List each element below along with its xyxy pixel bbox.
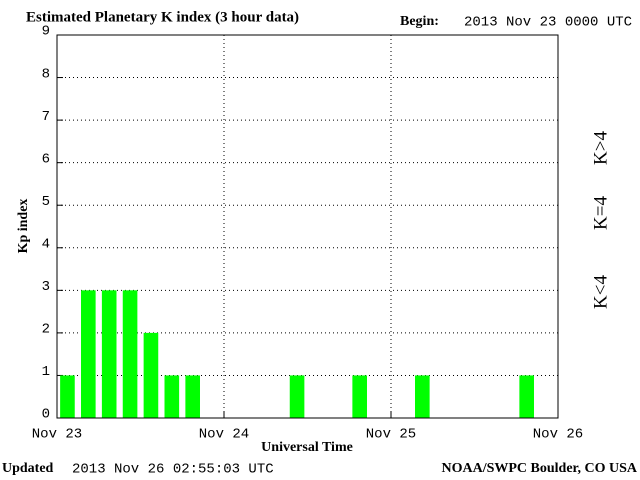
x-tick-label: Nov 26	[533, 427, 583, 443]
plot-frame	[56, 34, 559, 419]
bar	[352, 375, 367, 418]
bar	[122, 290, 138, 418]
y-tick-label: 6	[42, 151, 50, 167]
credit: NOAA/SWPC Boulder, CO USA	[441, 461, 637, 476]
updated-value: 2013 Nov 26 02:55:03 UTC	[72, 462, 274, 478]
legend-entry: K>4	[590, 131, 611, 165]
y-tick-label: 8	[42, 66, 50, 82]
bar	[519, 375, 534, 418]
bar	[289, 375, 305, 418]
y-tick-label: 1	[42, 364, 50, 380]
chart-title: Estimated Planetary K index (3 hour data…	[26, 9, 299, 25]
begin-label: Begin:	[400, 14, 439, 29]
y-tick-label: 0	[42, 407, 50, 423]
begin-value: 2013 Nov 23 0000 UTC	[464, 15, 632, 31]
y-tick-label: 3	[42, 279, 50, 295]
bar	[60, 375, 75, 418]
bar	[164, 375, 180, 418]
x-tick-label: Nov 25	[366, 427, 416, 443]
bar	[81, 290, 96, 418]
bar	[185, 375, 200, 418]
bar	[415, 375, 430, 418]
y-tick-label: 2	[42, 322, 50, 338]
y-tick-label: 9	[42, 24, 50, 40]
x-axis-label: Universal Time	[261, 440, 353, 455]
bar	[143, 332, 159, 418]
x-tick-label: Nov 23	[32, 427, 82, 443]
x-tick-label: Nov 24	[199, 427, 249, 443]
legend-entry: K<4	[590, 275, 611, 309]
y-tick-label: 4	[42, 236, 50, 252]
legend-entry: K=4	[590, 196, 611, 230]
updated-label: Updated	[2, 461, 54, 476]
y-tick-label: 5	[42, 194, 50, 210]
y-tick-label: 7	[42, 109, 50, 125]
bar	[101, 290, 117, 418]
y-axis-label: Kp index	[16, 199, 31, 254]
